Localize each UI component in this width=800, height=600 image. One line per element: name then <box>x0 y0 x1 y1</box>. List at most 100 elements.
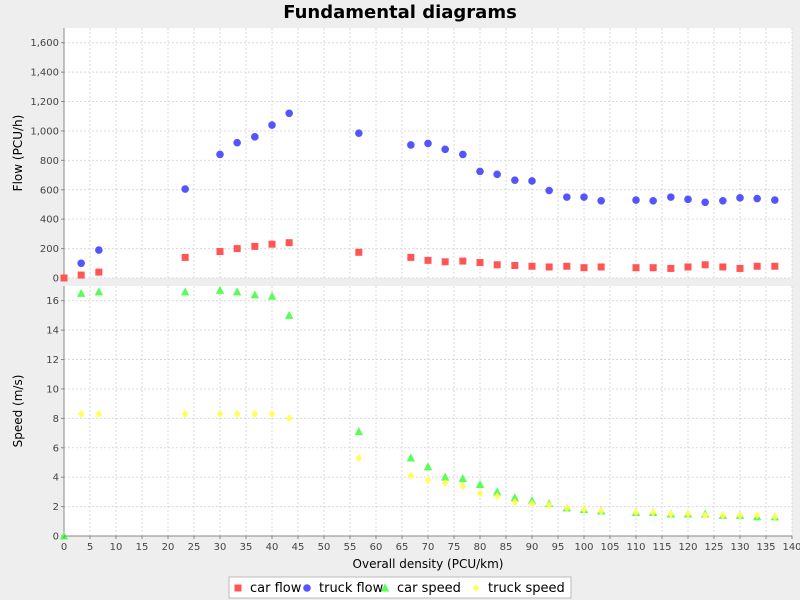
data-point <box>476 167 484 176</box>
data-point <box>216 150 224 159</box>
data-point <box>511 262 519 269</box>
data-point <box>216 409 224 418</box>
data-point <box>563 193 571 201</box>
data-point <box>441 145 449 154</box>
x-tick-label: 80 <box>474 542 487 553</box>
data-point <box>649 264 657 272</box>
data-point <box>268 409 276 418</box>
data-point <box>232 287 242 296</box>
x-tick-label: 85 <box>500 542 513 553</box>
data-point <box>771 512 779 521</box>
x-tick-label: 55 <box>344 542 357 553</box>
data-point <box>580 193 588 201</box>
data-point <box>528 262 536 270</box>
x-tick-label: 65 <box>396 542 409 553</box>
y-tick-label: 2 <box>53 502 59 513</box>
series-truck-speed <box>77 409 779 521</box>
data-point <box>649 508 657 517</box>
x-tick-label: 135 <box>756 542 775 553</box>
y-tick-label: 200 <box>40 244 59 255</box>
y-tick-label: 1,000 <box>30 126 59 137</box>
data-point <box>251 409 259 418</box>
x-tick-label: 35 <box>240 542 253 553</box>
data-point <box>684 509 692 518</box>
data-point <box>580 505 588 514</box>
y-tick-label: 1,200 <box>30 97 59 108</box>
data-point <box>267 291 277 300</box>
data-point <box>407 141 415 149</box>
data-point <box>632 508 640 517</box>
legend-item: car flow <box>234 581 302 596</box>
y-tick-label: 600 <box>40 185 59 196</box>
data-point <box>701 198 709 207</box>
data-point <box>632 264 640 272</box>
y-tick-label: 12 <box>46 355 59 366</box>
data-point <box>719 511 727 520</box>
data-point <box>268 121 276 129</box>
data-point <box>597 507 605 515</box>
data-point <box>77 259 85 268</box>
data-point <box>233 138 241 147</box>
data-point <box>459 150 467 159</box>
data-point <box>77 409 85 418</box>
data-point <box>284 310 294 319</box>
data-point <box>684 263 692 271</box>
data-point <box>215 285 225 294</box>
legend-label: car speed <box>397 581 461 596</box>
data-point <box>597 263 605 271</box>
data-point <box>459 482 467 490</box>
data-point <box>424 476 432 485</box>
x-tick-label: 50 <box>318 542 331 553</box>
legend-marker <box>234 584 242 592</box>
x-tick-label: 5 <box>87 542 93 553</box>
x-tick-label: 0 <box>61 542 67 553</box>
data-point <box>753 194 761 203</box>
x-tick-label: 70 <box>422 542 435 553</box>
data-point <box>667 264 675 272</box>
subplot-1: 0 200 400 600 800 1,000 1,200 1,400 1,600 Flow (P… <box>11 28 793 285</box>
gridlines <box>63 28 793 279</box>
data-point <box>510 493 520 502</box>
legend-marker <box>472 584 480 592</box>
x-tick-label: 110 <box>626 542 645 553</box>
data-point <box>459 257 467 265</box>
data-point <box>251 242 259 250</box>
x-tick-label: 25 <box>188 542 201 553</box>
y-tick-label: 400 <box>40 215 59 226</box>
data-point <box>667 193 675 201</box>
subplot-2: 0 2 4 6 8 10 12 14 16 Speed (m/s) <box>11 285 793 543</box>
data-point <box>719 263 727 271</box>
data-point <box>667 509 675 518</box>
x-tick-label: 30 <box>214 542 227 553</box>
data-point <box>285 109 293 118</box>
data-point <box>701 511 709 520</box>
plot-area: 0 200 400 600 800 1,000 1,200 1,400 1,600 Flow (P… <box>11 28 793 543</box>
legend-item: truck speed <box>472 581 565 596</box>
data-point <box>440 472 450 481</box>
x-tick-label: 95 <box>552 542 565 553</box>
data-point <box>216 248 224 256</box>
data-point <box>753 511 761 520</box>
data-point <box>94 287 104 296</box>
y-tick-label: 1,600 <box>30 38 59 49</box>
x-axis: 0 5 10 15 20 25 30 35 40 45 50 55 60 65 70 75 80 85 90 95 10… <box>61 535 800 553</box>
data-point <box>545 501 553 510</box>
data-point <box>701 261 709 269</box>
x-tick-label: 40 <box>266 542 279 553</box>
data-point <box>736 194 744 202</box>
data-point <box>180 287 190 296</box>
data-point <box>476 489 484 498</box>
data-point <box>181 185 189 193</box>
data-point <box>597 196 605 205</box>
legend-label: truck flow <box>319 581 384 596</box>
data-point <box>355 454 363 463</box>
x-tick-label: 130 <box>730 542 749 553</box>
x-tick-label: 45 <box>292 542 305 553</box>
data-point <box>60 274 68 282</box>
legend-item: car speed <box>380 581 461 596</box>
y-axis-label: Flow (PCU/h) <box>11 115 25 192</box>
y-tick-label: 4 <box>53 473 59 484</box>
data-point <box>753 262 761 270</box>
